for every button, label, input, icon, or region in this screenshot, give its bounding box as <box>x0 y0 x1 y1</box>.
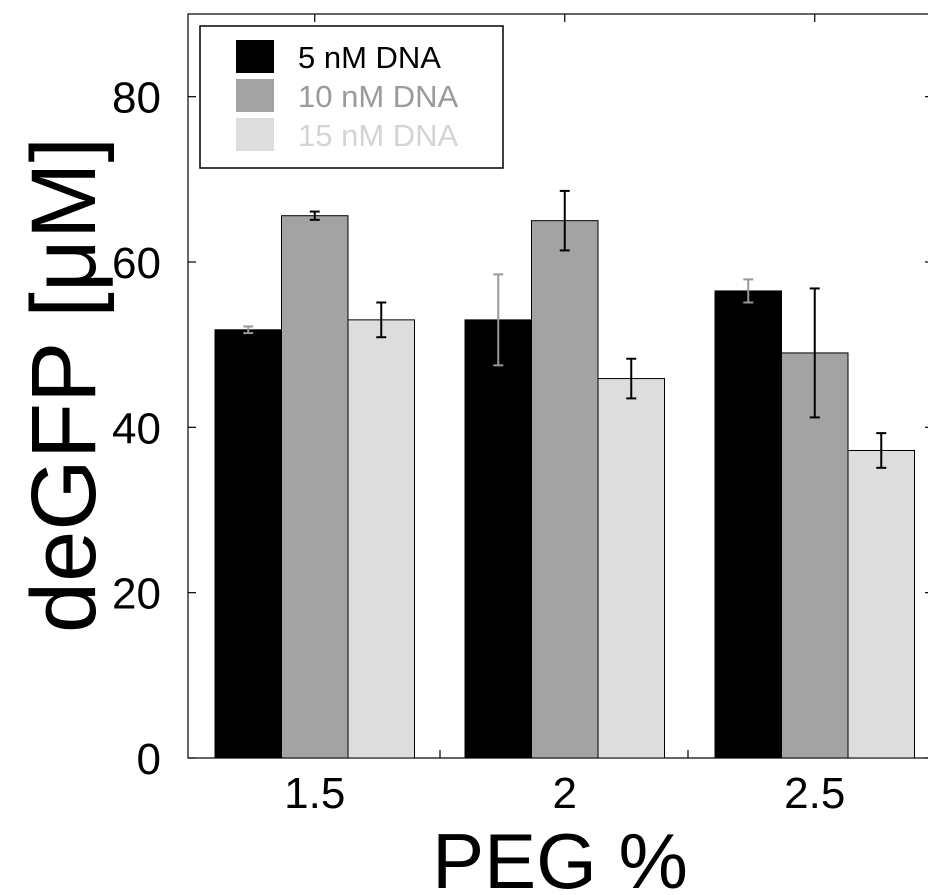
x-tick-label: 1.5 <box>284 769 345 818</box>
bar <box>847 449 915 759</box>
y-tick-label: 60 <box>112 239 161 288</box>
y-tick-label: 0 <box>137 735 161 784</box>
bar <box>531 220 599 759</box>
bar <box>781 352 849 759</box>
x-tick-label: 2.5 <box>784 769 845 818</box>
legend-label: 15 nM DNA <box>298 118 459 153</box>
x-axis-label: PEG % <box>432 817 688 895</box>
x-tick-label: 2 <box>553 769 577 818</box>
bar <box>597 378 665 759</box>
bar <box>347 319 415 759</box>
y-axis-label: deGFP [μM] <box>13 137 115 633</box>
bar <box>714 290 782 759</box>
legend-swatch <box>236 79 274 112</box>
x-axis: 1.5 2 2.5 <box>284 14 845 818</box>
legend-swatch <box>236 40 274 73</box>
y-tick-label: 20 <box>112 570 161 619</box>
errorbars-layer <box>243 189 887 469</box>
bar <box>464 319 532 759</box>
bar <box>214 329 282 759</box>
legend-label: 5 nM DNA <box>298 40 441 75</box>
y-axis: 0 20 40 60 80 <box>112 74 928 784</box>
y-tick-label: 40 <box>112 404 161 453</box>
legend-label: 10 nM DNA <box>298 79 459 114</box>
legend-swatch <box>236 118 274 151</box>
legend: 5 nM DNA 10 nM DNA 15 nM DNA <box>199 25 504 169</box>
y-tick-label: 80 <box>112 74 161 123</box>
bar <box>281 215 349 759</box>
bars-layer <box>214 215 915 759</box>
